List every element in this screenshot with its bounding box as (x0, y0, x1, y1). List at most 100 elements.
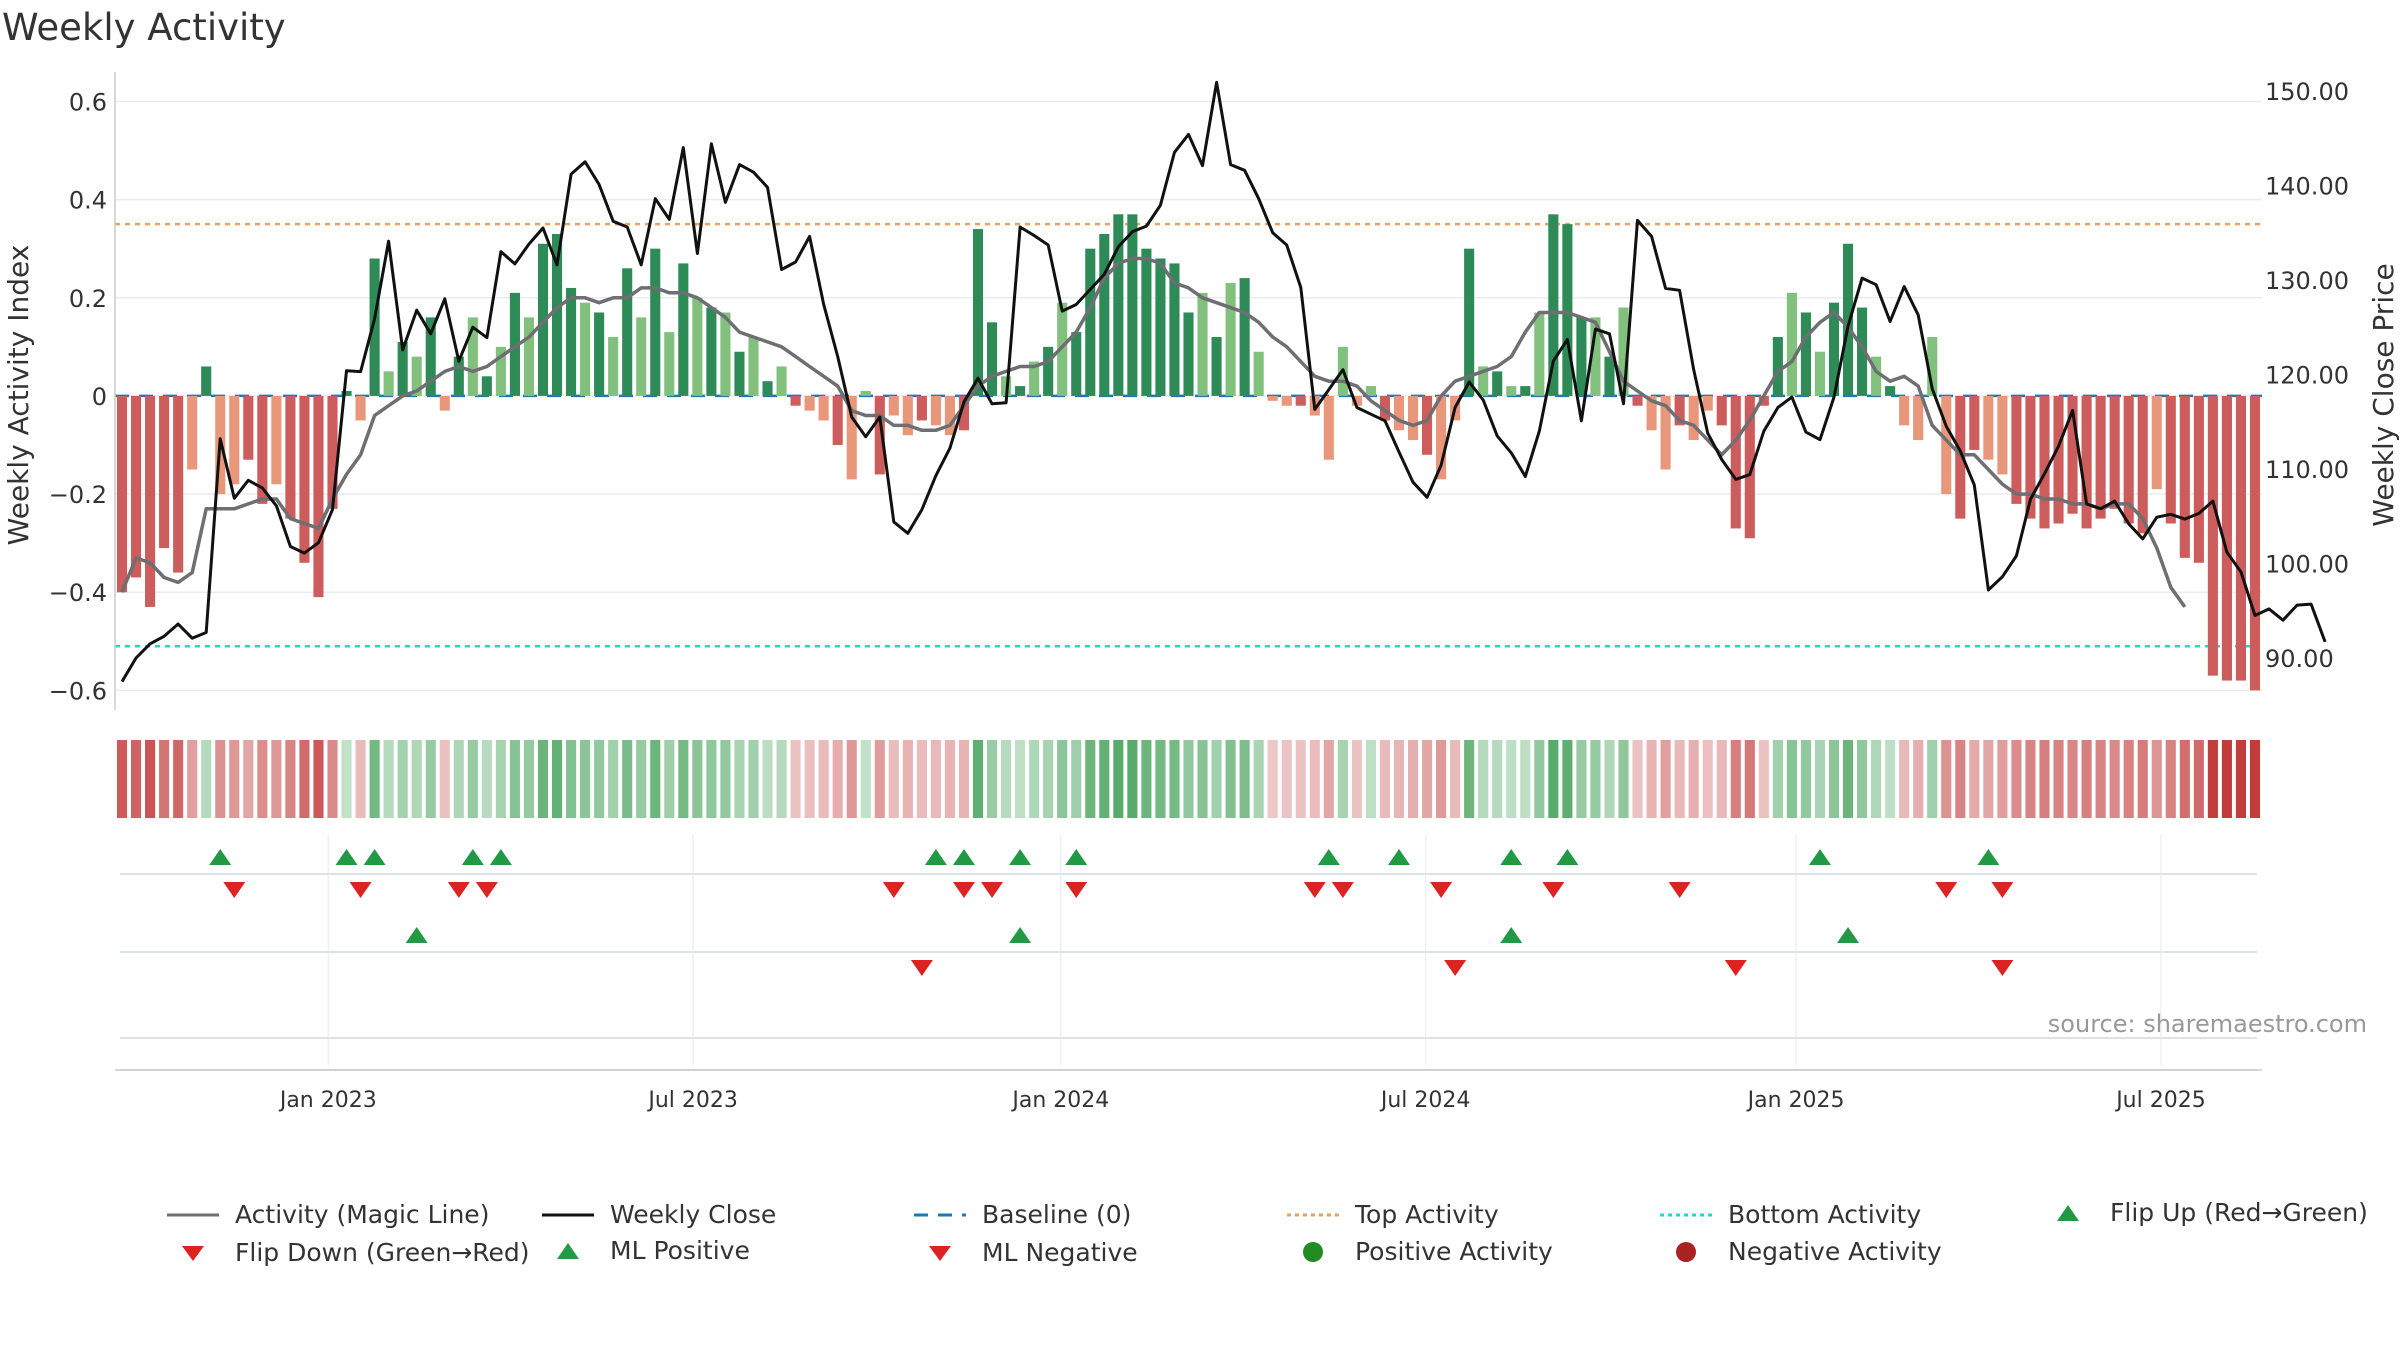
strip-cell (481, 740, 492, 818)
strip-cell (1828, 740, 1840, 818)
y2-tick-label: 100.00 (2265, 550, 2349, 578)
strip-cell (2137, 740, 2148, 818)
strip-cell (1492, 740, 1503, 818)
strip-cell (2193, 740, 2204, 818)
activity-bar (902, 395, 913, 436)
strip-cell (523, 740, 535, 818)
activity-bar (1534, 312, 1545, 396)
strip-cell (1744, 740, 1755, 818)
magic-line-series (120, 256, 2187, 608)
strip-cell (130, 740, 142, 818)
activity-bar (1927, 337, 1938, 396)
strip-cell (1464, 740, 1475, 818)
strip-cell (916, 740, 927, 818)
activity-bar (201, 366, 212, 396)
activity-bar (748, 337, 759, 396)
legend-item-baseline: Baseline (0) (912, 1200, 1131, 1229)
strip-cell (1337, 740, 1348, 818)
strip-cell (832, 740, 843, 818)
activity-bar (1899, 395, 1910, 426)
legend-item-flip-down: Flip Down (Green→Red) (165, 1238, 530, 1267)
activity-bar (313, 395, 324, 598)
flip-down-marker (1430, 882, 1453, 898)
strip-cell (972, 740, 984, 818)
legend: Activity (Magic Line) Weekly Close Basel… (160, 1198, 2368, 1290)
strip-cell (341, 740, 352, 818)
x-tick-label: Jul 2025 (2114, 1088, 2206, 1113)
activity-bar (551, 233, 563, 396)
green-triangle-up-icon (2057, 1204, 2079, 1221)
activity-bar (1969, 395, 1980, 450)
strip-cell (1407, 740, 1419, 818)
activity-bar (706, 307, 717, 396)
activity-bar (243, 395, 254, 460)
activity-bar (1253, 351, 1264, 396)
strip-cell (1099, 740, 1110, 818)
dark-red-dot-icon (1676, 1241, 1696, 1262)
strip-cell (509, 740, 520, 818)
strip-cell (1365, 740, 1376, 818)
activity-bar (1225, 283, 1236, 396)
strip-cell (594, 740, 605, 818)
y2-tick-label: 140.00 (2265, 172, 2349, 200)
strip-cell (145, 740, 156, 818)
strip-cell (116, 740, 128, 818)
y-tick-label: 0.6 (69, 88, 107, 116)
activity-bar (874, 395, 885, 475)
strip-cell (1842, 740, 1854, 818)
strip-cell (706, 740, 717, 818)
strip-cell (1814, 740, 1826, 818)
strip-cell (551, 740, 563, 818)
strip-cell (1001, 740, 1012, 818)
activity-bar (2249, 395, 2261, 691)
y-tick-label: −0.6 (49, 677, 107, 705)
strip-cell (1604, 740, 1615, 818)
legend-label: Negative Activity (1728, 1237, 1942, 1266)
activity-bar (1464, 248, 1475, 396)
activity-bar (1716, 395, 1727, 426)
strip-cell (229, 740, 240, 818)
flip-up-marker (1065, 849, 1088, 865)
strip-cell (986, 740, 998, 818)
strip-cell (1871, 740, 1882, 818)
strip-cell (1422, 740, 1433, 818)
strip-cell (1113, 740, 1124, 818)
axes (114, 72, 2262, 1071)
y2-tick-label: 130.00 (2265, 267, 2349, 295)
strip-cell (622, 740, 633, 818)
strip-cell (790, 740, 801, 818)
activity-bar (1857, 307, 1868, 396)
activity-bar (1099, 233, 1110, 396)
y-tick-label: −0.4 (49, 579, 107, 607)
strip-cell (804, 740, 815, 818)
legend-item-ml-positive: ML Positive (540, 1236, 750, 1265)
flip-up-marker (1977, 849, 2000, 865)
activity-bar (860, 391, 871, 396)
y2-tick-label: 150.00 (2265, 78, 2349, 106)
orange-dotted-line-icon (1287, 1213, 1339, 1216)
activity-bar (1983, 395, 1994, 460)
activity-bar (762, 381, 773, 396)
activity-bar (116, 395, 128, 593)
activity-bar (1141, 248, 1152, 396)
activity-bar (2011, 395, 2022, 504)
activity-bar (1800, 312, 1811, 396)
activity-bar (734, 351, 745, 396)
flip-down-marker (981, 882, 1004, 898)
activity-bar (1015, 386, 1026, 396)
legend-item-bottom-activity: Bottom Activity (1658, 1200, 1921, 1229)
strip-cell (411, 740, 422, 818)
activity-bar (355, 395, 366, 421)
activity-bar (1828, 302, 1840, 396)
ml-positive-marker (405, 927, 428, 943)
strip-cell (1267, 740, 1278, 818)
ml-positive-marker (1837, 927, 1860, 943)
legend-label: Flip Down (Green→Red) (235, 1238, 530, 1267)
strip-cell (1155, 740, 1166, 818)
strip-cell (608, 740, 619, 818)
activity-bar (509, 292, 520, 396)
strip-cell (285, 740, 296, 818)
y-tick-label: 0.2 (69, 285, 107, 313)
x-tick-label: Jan 2024 (1010, 1088, 1109, 1113)
y-tick-label: −0.2 (49, 481, 107, 509)
